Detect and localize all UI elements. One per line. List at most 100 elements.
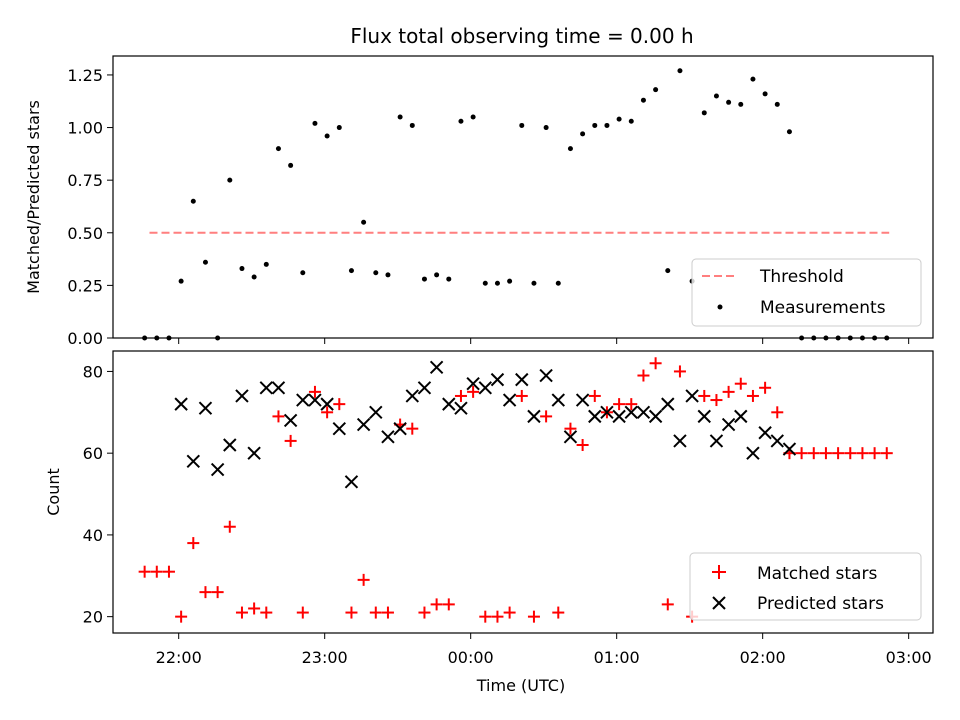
matched-star-point <box>345 606 358 619</box>
matched-star-point <box>442 598 455 611</box>
matched-star-point <box>406 422 419 435</box>
predicted-star-point <box>575 393 590 407</box>
matched-star-point <box>491 610 504 623</box>
predicted-star-point <box>734 409 748 424</box>
predicted-star-point <box>709 434 724 448</box>
measurement-point <box>434 272 440 278</box>
matched-star-point <box>868 447 881 460</box>
measurement-point <box>507 278 513 284</box>
matched-star-point <box>564 422 577 435</box>
matched-star-point <box>746 389 759 402</box>
predicted-star-point <box>563 430 578 444</box>
measurement-point <box>567 146 573 152</box>
matched-star-point <box>479 610 492 623</box>
top-panel: Flux total observing time = 0.00 h 0.000… <box>24 24 934 348</box>
predicted-star-point <box>782 442 797 456</box>
matched-star-point <box>260 606 273 619</box>
bottom-y-axis-label: Count <box>44 468 63 516</box>
predicted-star-point <box>490 372 505 387</box>
bottom-plot-area <box>138 357 893 623</box>
predicted-star-point <box>223 438 237 452</box>
predicted-star-point <box>454 401 468 415</box>
measurement-point <box>458 118 464 124</box>
matched-star-point <box>235 606 248 619</box>
top-axes-frame <box>112 55 934 339</box>
legend-measurements-label: Measurements <box>760 298 886 318</box>
predicted-star-point <box>429 360 444 375</box>
matched-star-point <box>880 447 893 460</box>
measurement-point <box>227 177 233 183</box>
predicted-star-point <box>527 409 541 424</box>
measurement-point <box>786 129 792 135</box>
top-legend-box <box>691 258 922 327</box>
predicted-star-point <box>600 405 614 420</box>
predicted-star-point <box>648 409 663 424</box>
matched-star-point <box>649 357 662 370</box>
measurement-point <box>239 266 245 272</box>
matched-star-point <box>369 606 382 619</box>
matched-star-point <box>333 398 346 411</box>
measurement-point <box>677 68 683 74</box>
matched-star-point <box>856 447 869 460</box>
predicted-star-point <box>369 405 383 420</box>
predicted-star-point <box>320 397 334 411</box>
matched-star-point <box>296 606 309 619</box>
matched-star-point <box>661 598 674 611</box>
matched-star-point <box>832 447 845 460</box>
top-y-axis-label: Matched/Predicted stars <box>24 100 43 294</box>
legend-predicted-swatch <box>712 596 726 610</box>
measurement-point <box>750 76 756 82</box>
bottom-y-tick-label: 60 <box>83 444 103 463</box>
measurement-point <box>616 116 622 122</box>
predicted-star-point <box>758 426 772 440</box>
matched-star-point <box>576 439 589 451</box>
predicted-star-point <box>393 421 407 436</box>
predicted-star-point <box>356 417 371 432</box>
x-tick-label: 22:00 <box>156 648 202 667</box>
predicted-star-point <box>332 421 346 436</box>
predicted-star-point <box>235 389 249 403</box>
matched-star-point <box>211 586 224 599</box>
bottom-y-tick-label: 80 <box>83 362 103 381</box>
matched-star-point <box>187 537 200 550</box>
matched-star-point <box>807 447 820 460</box>
predicted-star-point <box>344 475 359 489</box>
top-y-tick-label: 1.25 <box>67 66 103 85</box>
measurement-point <box>543 125 549 131</box>
matched-star-point <box>381 606 394 619</box>
legend-matched-swatch <box>712 565 726 579</box>
matched-star-point <box>418 606 431 619</box>
predicted-star-point <box>502 393 517 407</box>
top-y-tick-label: 0.25 <box>67 276 103 295</box>
matched-star-point <box>819 447 832 460</box>
bottom-legend-box <box>689 552 922 621</box>
measurement-point <box>482 280 488 286</box>
matched-star-point <box>515 389 528 402</box>
bottom-y-tick-label: 40 <box>83 526 103 545</box>
measurement-point <box>531 280 537 286</box>
measurement-point <box>324 133 330 139</box>
measurement-point <box>385 272 391 278</box>
matched-star-point <box>588 389 601 402</box>
matched-star-point <box>223 520 236 533</box>
predicted-star-point <box>539 368 553 383</box>
predicted-star-point <box>721 417 736 432</box>
matched-star-point <box>673 365 686 378</box>
legend-predicted-label: Predicted stars <box>757 594 884 614</box>
top-plot-area <box>142 68 890 341</box>
measurement-point <box>409 122 415 128</box>
matched-star-point <box>771 406 784 419</box>
measurement-point <box>300 270 306 276</box>
predicted-star-point <box>283 413 298 428</box>
matched-star-point <box>467 385 480 398</box>
measurement-point <box>397 114 403 120</box>
measurement-point <box>178 278 184 284</box>
predicted-star-point <box>381 430 395 444</box>
measurement-point <box>446 276 452 282</box>
predicted-star-point <box>308 393 322 407</box>
measurement-point <box>653 87 659 93</box>
bottom-y-tick-label: 20 <box>83 608 103 627</box>
matched-star-point <box>248 602 261 615</box>
measurement-point <box>519 122 525 128</box>
